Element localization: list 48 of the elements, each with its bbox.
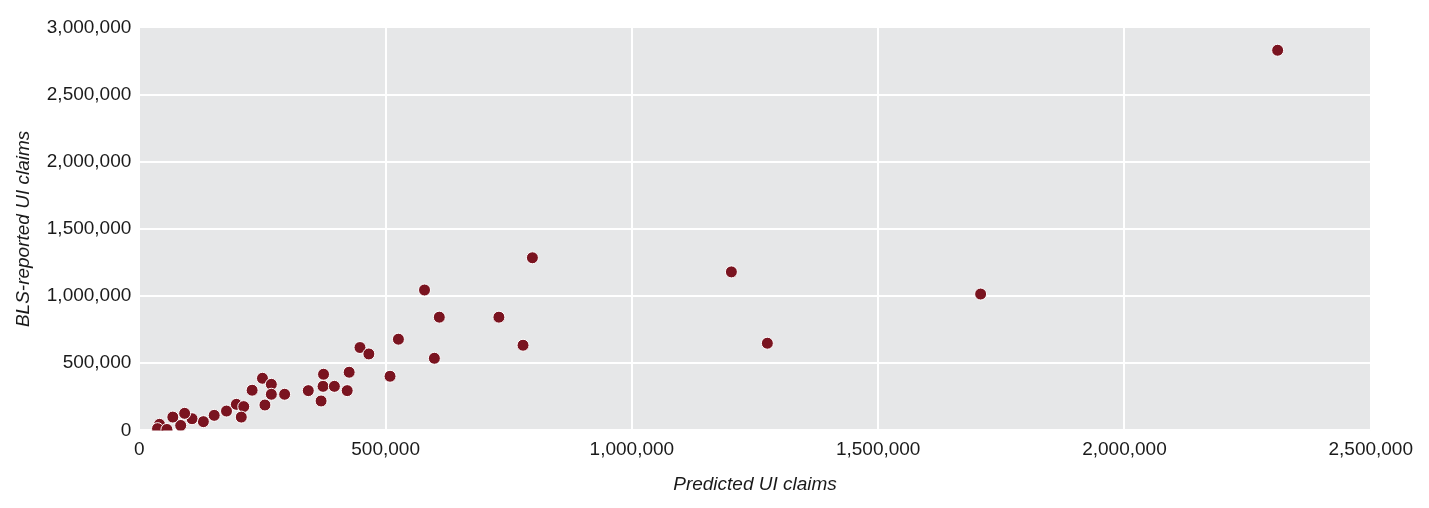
point <box>353 341 367 355</box>
x-tick-label: 2,000,000 <box>1082 438 1167 460</box>
point <box>207 408 221 422</box>
y-tick-label: 1,000,000 <box>46 284 132 306</box>
point <box>278 387 292 401</box>
point <box>432 310 446 324</box>
point <box>362 347 376 361</box>
point <box>525 251 539 265</box>
y-tick-label: 2,500,000 <box>46 82 132 104</box>
x-tick-label: 1,000,000 <box>589 438 675 460</box>
point <box>301 384 315 398</box>
point <box>492 310 506 324</box>
point <box>314 394 328 408</box>
point <box>264 387 278 401</box>
y-axis-title: BLS-reported UI claims <box>11 130 33 328</box>
point <box>255 371 269 385</box>
point <box>196 415 210 429</box>
y-tick-label: 3,000,000 <box>46 15 132 37</box>
point <box>974 287 988 301</box>
point <box>174 418 188 431</box>
point <box>258 398 272 412</box>
point <box>516 338 530 352</box>
point <box>237 400 251 414</box>
point <box>234 410 248 424</box>
point <box>317 367 331 381</box>
point <box>340 384 354 398</box>
point <box>327 379 341 393</box>
point <box>245 383 259 397</box>
point <box>391 332 405 346</box>
x-axis-title: Predicted UI claims <box>673 472 838 494</box>
point <box>760 336 774 350</box>
point <box>724 265 738 279</box>
point <box>1271 43 1285 57</box>
point <box>383 369 397 383</box>
point <box>427 351 441 365</box>
y-tick-label: 0 <box>120 418 132 440</box>
y-tick-label: 2,000,000 <box>46 149 132 171</box>
x-tick-label: 2,500,000 <box>1328 438 1413 460</box>
point <box>178 406 192 420</box>
x-tick-label: 1,500,000 <box>835 438 921 460</box>
point <box>342 365 356 379</box>
y-tick-label: 1,500,000 <box>46 217 132 239</box>
point <box>316 379 330 393</box>
y-tick-label: 500,000 <box>62 351 132 373</box>
x-tick-label: 500,000 <box>351 438 420 460</box>
point <box>166 410 180 424</box>
point <box>418 283 432 297</box>
point <box>220 404 234 418</box>
